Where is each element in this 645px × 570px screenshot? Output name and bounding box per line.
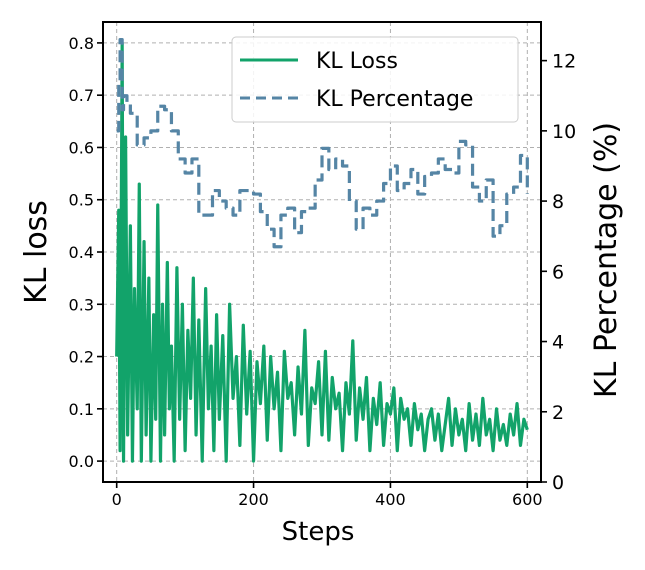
ticks: 0 200 400 600 0.0 0.1 0.2 0.3 0.4 0.5 0.6 0.7 0.8 0 2 4… [69, 34, 577, 509]
y2-tick-label: 8 [552, 191, 564, 213]
x-tick-label: 600 [512, 490, 543, 509]
x-tick-label: 200 [238, 490, 269, 509]
legend-kl-percentage-label: KL Percentage [316, 87, 473, 112]
y-tick-label: 0.8 [69, 34, 94, 53]
x-tick-label: 400 [375, 490, 406, 509]
y2-tick-label: 2 [552, 402, 564, 424]
y-tick-label: 0.2 [69, 348, 94, 367]
legend-box [231, 36, 519, 123]
kl-loss-series-line [115, 41, 529, 463]
y-tick-label: 0.6 [69, 138, 94, 157]
x-tick-label: 0 [112, 490, 122, 509]
y-tick-label: 0.3 [69, 295, 94, 314]
y-tick-label: 0.1 [69, 400, 94, 419]
y2-tick-label: 10 [552, 121, 576, 143]
y-tick-label: 0.5 [69, 191, 94, 210]
y2-axis-title: KL Percentage (%) [589, 122, 624, 398]
x-axis-title: Steps [282, 517, 355, 547]
y2-tick-label: 12 [552, 51, 576, 73]
y-axis-title: KL loss [19, 200, 54, 304]
y2-tick-label: 6 [552, 261, 564, 283]
y-tick-label: 0.0 [69, 452, 94, 471]
y-tick-label: 0.7 [69, 86, 94, 105]
y-tick-label: 0.4 [69, 243, 94, 262]
legend-kl-loss-label: KL Loss [316, 49, 398, 74]
y2-tick-label: 0 [552, 472, 564, 494]
y2-tick-label: 4 [552, 332, 564, 354]
series-layer [115, 37, 529, 463]
legend: KL Loss KL Percentage [231, 36, 519, 123]
kl-percentage-series-line [116, 37, 529, 249]
